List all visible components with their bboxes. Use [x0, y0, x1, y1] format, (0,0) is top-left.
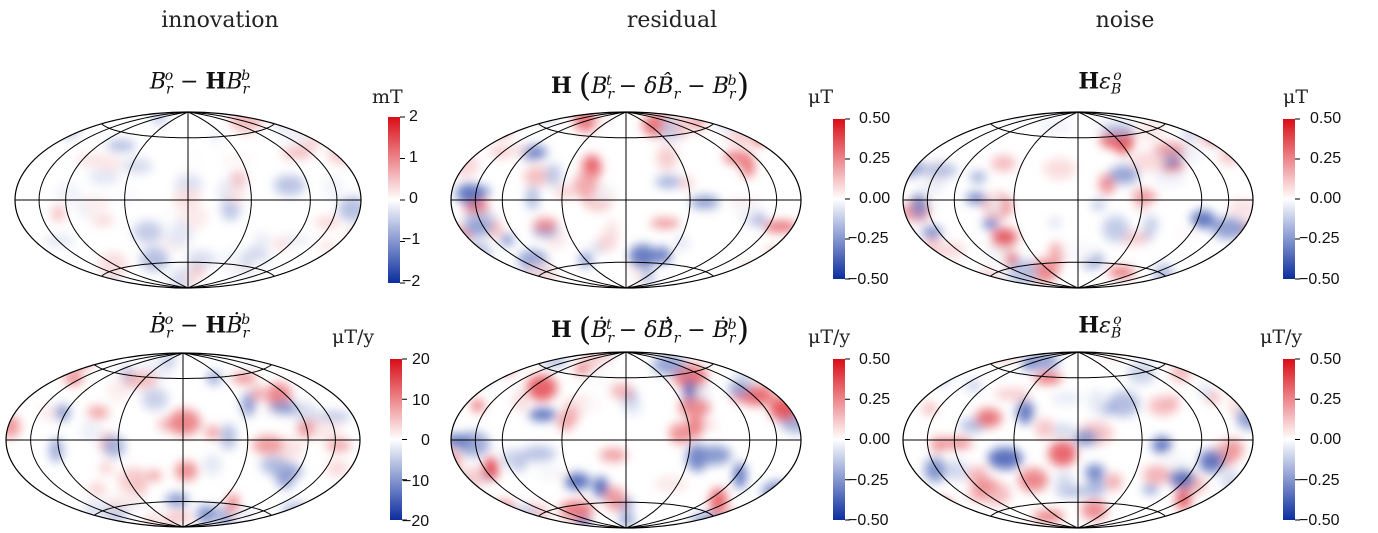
- cbar2-tick: −0.50: [1299, 271, 1340, 288]
- column-title-residual: residual: [626, 8, 718, 33]
- graticule-0: [15, 111, 361, 289]
- graticule-3: [6, 352, 360, 528]
- colorbar-unit-4: μT/y: [808, 326, 851, 348]
- panel-title-innovation-field: Bro − HBrb: [149, 68, 251, 98]
- cbar4-tick: 0.00: [859, 431, 891, 448]
- cbar4-tick: −0.50: [848, 512, 889, 529]
- cbar2-tick: 0.50: [1310, 110, 1342, 127]
- map-panel-3: [5, 352, 407, 528]
- map-panel-1: [450, 111, 850, 289]
- colorbar-1: [833, 119, 845, 279]
- colorbar-unit-5: μT/y: [1260, 326, 1303, 348]
- colorbar-4: [833, 359, 845, 520]
- graticule-2: [903, 111, 1253, 289]
- cbar3-tick: −20: [402, 513, 430, 530]
- cbar1-tick: 0.50: [859, 110, 891, 127]
- colorbar-3: [390, 359, 402, 520]
- field-4: [451, 352, 801, 528]
- cbar2-tick: 0.00: [1310, 190, 1342, 207]
- cbar5-tick: 0.25: [1310, 391, 1342, 408]
- cbar0-tick: 1: [409, 149, 418, 166]
- cbar0-tick: −2: [402, 273, 421, 290]
- cbar0-tick: 0: [409, 190, 418, 207]
- cbar5-tick: 0.50: [1310, 351, 1342, 368]
- cbar1-tick: −0.50: [848, 271, 889, 288]
- cbar1-tick: −0.25: [848, 230, 889, 247]
- graticule-1: [451, 111, 801, 289]
- cbar4-tick: 0.50: [859, 351, 891, 368]
- cbar3-tick: 20: [412, 351, 430, 368]
- map-panel-5: [902, 351, 1300, 529]
- colorbar-2: [1283, 119, 1295, 279]
- cbar0-tick: 2: [409, 108, 418, 125]
- cbar4-tick: −0.25: [848, 472, 889, 489]
- map-panel-0: [14, 111, 405, 289]
- colorbar-unit-1: μT: [808, 86, 834, 108]
- cbar5-tick: 0.00: [1310, 431, 1342, 448]
- cbar0-tick: −1: [402, 231, 421, 248]
- cbar2-tick: −0.25: [1299, 230, 1340, 247]
- cbar1-tick: 0.25: [859, 150, 891, 167]
- map-panel-2: [902, 111, 1300, 289]
- cbar5-tick: −0.25: [1299, 472, 1340, 489]
- map-outline-0: [14, 111, 362, 289]
- colorbar-unit-0: mT: [372, 86, 403, 108]
- map-outline-4: [450, 351, 802, 529]
- cbar5-tick: −0.50: [1299, 512, 1340, 529]
- cbar2-tick: 0.25: [1310, 150, 1342, 167]
- cbar3-tick: 10: [412, 392, 430, 409]
- panel-title-residual-sv: H (Ḃrt − δḂ̂r − Ḃrb): [550, 310, 750, 348]
- column-title-noise: noise: [1095, 8, 1155, 33]
- cbar1-tick: 0.00: [859, 190, 891, 207]
- graticule-4: [451, 351, 801, 529]
- colorbar-unit-2: μT: [1283, 86, 1309, 108]
- map-outline-2: [902, 111, 1254, 289]
- cbar3-tick: 0: [421, 432, 430, 449]
- field-2: [903, 112, 1253, 288]
- field-3: [6, 353, 360, 527]
- field-5: [903, 352, 1253, 528]
- cbar3-tick: −10: [402, 473, 430, 490]
- map-outline-3: [5, 352, 361, 528]
- colorbar-5: [1283, 359, 1295, 520]
- panel-title-noise-sv: HεḂo: [1078, 312, 1122, 342]
- graticule-5: [903, 351, 1253, 529]
- map-outline-1: [450, 111, 802, 289]
- cbar4-tick: 0.25: [859, 391, 891, 408]
- map-panel-4: [450, 351, 850, 529]
- panel-title-noise-field: HεBo: [1078, 68, 1122, 98]
- colorbar-unit-3: μT/y: [332, 326, 375, 348]
- panel-title-residual-field: H (Brt − δB̂r − Brb): [550, 66, 750, 104]
- map-outline-5: [902, 351, 1254, 529]
- column-title-innovation: innovation: [161, 8, 279, 33]
- panel-title-innovation-sv: Ḃro − HḂrb: [149, 312, 251, 342]
- colorbar-0: [388, 117, 400, 283]
